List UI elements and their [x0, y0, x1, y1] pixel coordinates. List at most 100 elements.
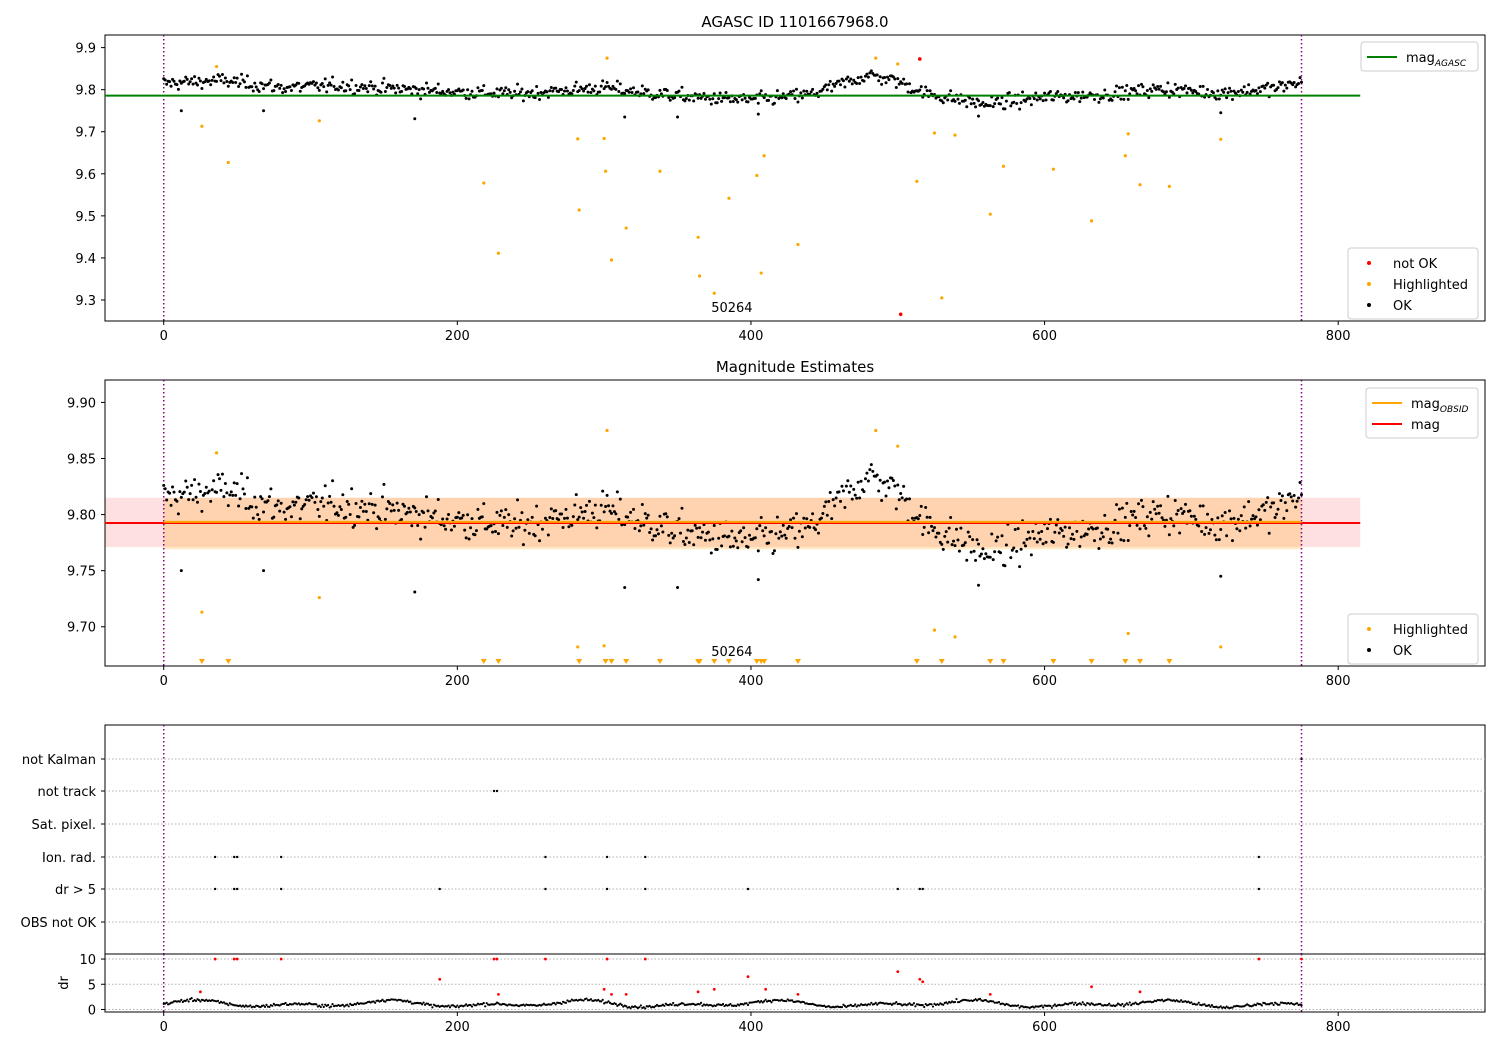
highlighted-out-of-range-marker [495, 659, 502, 664]
ok-point [326, 501, 330, 505]
ok-point [175, 499, 179, 503]
ok-point [789, 90, 793, 94]
ok-point [772, 101, 776, 105]
flag-point [438, 887, 441, 891]
highlighted-out-of-range-marker [1050, 659, 1057, 664]
dr-point [542, 1002, 546, 1005]
ok-point [919, 85, 923, 89]
ok-point [314, 81, 318, 85]
ok-point [784, 97, 788, 101]
dr-point [614, 1002, 617, 1006]
ok-point [1068, 526, 1072, 530]
ok-point [416, 92, 420, 96]
ok-point [1154, 512, 1158, 516]
ok-point [1182, 87, 1186, 91]
p1-frame [104, 34, 1486, 322]
dr-point [447, 1004, 450, 1007]
ok-point [253, 495, 257, 499]
ok-point [884, 81, 888, 85]
ok-point [425, 495, 429, 499]
ok-point [1069, 537, 1073, 541]
ok-point [548, 516, 552, 520]
ok-point [1277, 492, 1281, 496]
ok-point [982, 557, 986, 561]
highlighted-out-of-range-marker [198, 659, 205, 664]
dr-point [840, 1006, 844, 1009]
ok-point [681, 540, 685, 544]
ok-point [397, 86, 401, 90]
p4-ytick-label: 10 [79, 953, 96, 968]
ok-point [1035, 540, 1039, 544]
highlighted-point [1219, 645, 1223, 649]
dr-point [1018, 1006, 1021, 1009]
ok-point [347, 502, 351, 506]
ok-point [897, 498, 901, 502]
not-ok-point [898, 312, 903, 317]
ok-point [408, 510, 412, 514]
ok-point [539, 90, 543, 94]
ok-point [1239, 514, 1243, 518]
ok-point [1206, 88, 1210, 92]
ok-point [245, 74, 249, 78]
ok-point [821, 511, 825, 515]
ok-point [777, 97, 781, 101]
ok-point [560, 87, 564, 91]
p2-lower-legend-box [1347, 613, 1479, 665]
dr-point [481, 1003, 484, 1006]
ok-point [1120, 506, 1124, 510]
ok-point [350, 78, 354, 82]
ok-point [319, 500, 323, 504]
ok-point [708, 538, 712, 542]
p1-ytick-label: 9.3 [75, 294, 96, 309]
ok-point [176, 87, 180, 91]
dr-flagged-point [696, 990, 700, 994]
ok-point [761, 529, 765, 533]
p1-xtick-label: 600 [1032, 329, 1057, 344]
agasc-magnitude-panel: AGASC ID 1101667968.0 9.3 9.4 9.5 9.6 9.7 9.8… [75, 13, 1486, 344]
ok-point [623, 585, 627, 589]
highlighted-point [953, 635, 957, 639]
ok-point [1046, 527, 1050, 531]
ok-point [407, 506, 411, 510]
dr-point [597, 998, 600, 1001]
ok-point [257, 89, 261, 93]
ok-point [463, 528, 467, 532]
ok-point [278, 509, 282, 513]
dr-point [648, 1004, 651, 1007]
p4-frame [104, 953, 1486, 1013]
ok-point [963, 541, 967, 545]
ok-point [1175, 512, 1179, 516]
ok-point [279, 501, 283, 505]
ok-point [852, 487, 856, 491]
ok-point [1276, 86, 1280, 90]
ok-point [380, 495, 384, 499]
ok-point [439, 91, 443, 95]
ok-point [1247, 83, 1251, 87]
ok-point [586, 90, 590, 94]
ok-point [331, 479, 335, 483]
ok-point [1201, 84, 1205, 88]
ok-point [163, 78, 167, 82]
ok-point [357, 515, 361, 519]
ok-point [470, 89, 474, 93]
ok-point [385, 86, 389, 90]
ok-point [1148, 510, 1152, 514]
dr-point [1071, 1001, 1074, 1004]
p2-xtick-label: 800 [1326, 674, 1351, 689]
ok-point [746, 100, 750, 104]
dr-point [870, 1001, 873, 1004]
ok-point [1063, 525, 1067, 529]
ok-point [828, 79, 832, 83]
ok-point [952, 539, 956, 543]
dr-point [216, 999, 220, 1003]
ok-point [1056, 518, 1060, 522]
ok-point [830, 517, 834, 521]
ok-point [655, 528, 659, 532]
dr-point [178, 1000, 181, 1003]
highlighted-point [697, 274, 702, 278]
ok-point [727, 96, 731, 100]
ok-point [491, 530, 495, 534]
highlighted-point [609, 258, 614, 262]
ok-point [607, 504, 611, 508]
ok-point [1279, 499, 1283, 503]
